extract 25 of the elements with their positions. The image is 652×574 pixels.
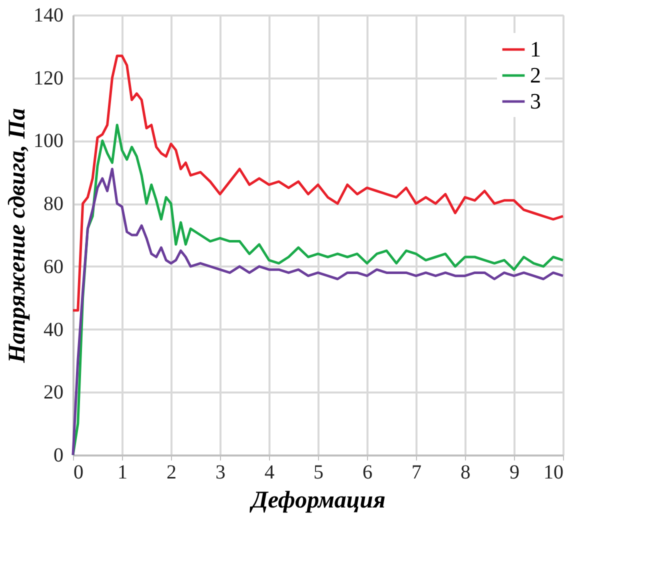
x-tick-label: 7 [412, 462, 422, 484]
y-tick-label: 80 [44, 193, 64, 216]
legend-label: 1 [530, 36, 541, 62]
y-tick-label: 100 [34, 130, 64, 152]
x-tick-label: 8 [460, 462, 470, 484]
y-tick-label: 140 [34, 4, 64, 26]
x-tick-label: 4 [264, 462, 274, 484]
x-axis-title: Деформация [250, 488, 386, 514]
legend-label: 3 [530, 88, 541, 114]
x-tick-label: 3 [216, 462, 226, 484]
y-tick-label: 120 [34, 67, 64, 90]
x-tick-label: 0 [74, 462, 84, 484]
x-tick-label: 5 [314, 462, 324, 484]
legend-label: 2 [530, 62, 541, 88]
line-series [72, 54, 564, 312]
x-tick-label: 9 [510, 462, 520, 484]
x-tick-label: 2 [166, 462, 176, 484]
x-tick-label: 1 [118, 462, 128, 484]
y-tick-label: 60 [44, 256, 64, 278]
x-tick-label: 10 [544, 462, 564, 484]
y-axis-title: Напряжение сдвига, Па [4, 108, 30, 364]
y-tick-label: 20 [44, 382, 64, 404]
y-tick-label: 40 [44, 318, 64, 341]
x-tick-label: 6 [362, 462, 372, 484]
y-tick-label: 0 [54, 444, 64, 466]
